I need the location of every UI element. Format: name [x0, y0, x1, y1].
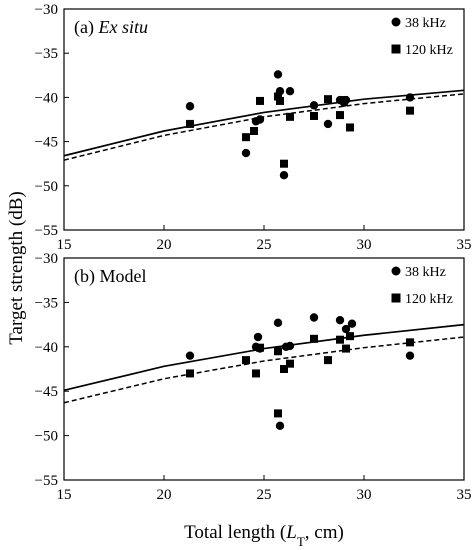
panel-label-prefix: (a)	[74, 17, 98, 38]
fit-line-120-khz	[63, 93, 465, 161]
data-point-38khz	[255, 115, 265, 124]
x-tick-label: 30	[357, 237, 372, 253]
data-point-38khz	[347, 319, 357, 328]
data-point-120khz	[280, 365, 288, 373]
legend-marker-circle	[391, 17, 401, 27]
panel-label-main: Model	[100, 266, 147, 286]
legend-label: 38 kHz	[405, 265, 446, 280]
legend-label: 120 kHz	[405, 292, 453, 307]
data-point-120khz	[286, 359, 294, 368]
data-point-120khz	[242, 133, 250, 142]
data-point-38khz	[253, 332, 263, 342]
data-point-120khz	[242, 356, 250, 365]
x-tick-label: 25	[257, 487, 272, 503]
data-point-120khz	[336, 111, 344, 120]
data-point-120khz	[250, 126, 258, 135]
data-point-120khz	[342, 344, 350, 353]
legend-label: 38 kHz	[405, 16, 446, 31]
data-point-38khz	[309, 313, 319, 322]
data-point-120khz	[276, 96, 284, 105]
panel-label-prefix: (b)	[74, 266, 100, 287]
legend-marker-circle	[391, 266, 401, 276]
legend-label: 120 kHz	[405, 43, 453, 58]
data-point-120khz	[274, 409, 282, 418]
x-tick-label: 35	[457, 487, 472, 503]
x-axis-title-sub: T	[297, 534, 305, 549]
data-point-38khz	[405, 93, 415, 102]
x-axis-title: Total length (LT, cm)	[184, 522, 344, 549]
x-tick-label: 35	[457, 237, 472, 253]
panel-label: (a) Ex situ	[74, 17, 148, 38]
x-axis-title-prefix: Total length (	[184, 522, 286, 543]
y-tick-label: −50	[35, 179, 58, 195]
data-point-38khz	[285, 87, 295, 96]
x-tick-label: 15	[57, 237, 72, 253]
data-point-38khz	[309, 101, 319, 110]
data-point-120khz	[274, 347, 282, 356]
y-tick-label: −50	[35, 429, 58, 445]
x-tick-label: 15	[57, 487, 72, 503]
plot-frame	[63, 257, 465, 481]
data-point-38khz	[241, 148, 251, 158]
data-point-38khz	[285, 341, 295, 351]
data-point-38khz	[323, 119, 333, 129]
data-point-38khz	[405, 351, 415, 360]
y-tick-label: −55	[35, 223, 58, 239]
data-point-120khz	[406, 106, 414, 115]
x-tick-label: 20	[157, 237, 172, 253]
data-point-120khz	[336, 335, 344, 344]
panel-b: 15 20 25 30 35 −30 −35 −40 −45 −50 −55 (b) Model 38 …	[35, 251, 472, 503]
data-point-120khz	[346, 123, 354, 132]
data-point-38khz	[279, 170, 289, 180]
data-point-120khz	[256, 96, 264, 105]
fit-line-38-khz	[63, 323, 465, 392]
panel-label-main: Ex situ	[97, 17, 148, 37]
data-point-120khz	[406, 338, 414, 347]
fit-line-120-khz	[63, 336, 465, 404]
data-point-120khz	[324, 95, 332, 104]
data-point-120khz	[252, 369, 260, 378]
legend-marker-square	[391, 293, 401, 303]
data-point-120khz	[310, 334, 318, 343]
data-point-38khz	[273, 318, 283, 328]
data-point-38khz	[275, 421, 285, 431]
y-axis-title: Target strength (dB)	[6, 191, 27, 344]
y-tick-label: −35	[35, 295, 58, 311]
x-tick-label: 20	[157, 487, 172, 503]
data-point-38khz	[273, 70, 283, 79]
data-point-38khz	[341, 324, 351, 334]
x-tick-label: 25	[257, 237, 272, 253]
x-tick-label: 30	[357, 487, 372, 503]
panel-a: 15 20 25 30 35 −30 −35 −40 −45 −50 −55 (a) Ex situ 3…	[35, 2, 472, 253]
data-point-120khz	[324, 356, 332, 365]
x-axis-title-suffix: , cm)	[305, 522, 344, 543]
panel-label: (b) Model	[74, 266, 147, 287]
data-point-120khz	[186, 119, 194, 128]
data-point-38khz	[335, 315, 345, 325]
data-point-38khz	[185, 102, 195, 111]
x-axis-title-var: L	[285, 522, 297, 543]
data-point-120khz	[310, 111, 318, 120]
data-point-120khz	[280, 159, 288, 168]
y-tick-label: −45	[35, 135, 58, 151]
data-point-120khz	[340, 96, 348, 105]
y-tick-label: −40	[35, 90, 58, 106]
y-tick-label: −30	[35, 251, 58, 267]
data-point-120khz	[186, 369, 194, 378]
data-point-120khz	[346, 332, 354, 341]
data-point-120khz	[274, 92, 282, 101]
y-tick-label: −40	[35, 340, 58, 356]
y-tick-label: −55	[35, 473, 58, 489]
fit-line-38-khz	[63, 89, 465, 157]
y-tick-label: −45	[35, 384, 58, 400]
data-point-38khz	[185, 351, 195, 360]
data-point-120khz	[256, 343, 264, 352]
data-point-120khz	[286, 112, 294, 121]
y-tick-label: −30	[35, 2, 58, 18]
y-tick-label: −35	[35, 46, 58, 62]
legend-marker-square	[391, 44, 401, 54]
